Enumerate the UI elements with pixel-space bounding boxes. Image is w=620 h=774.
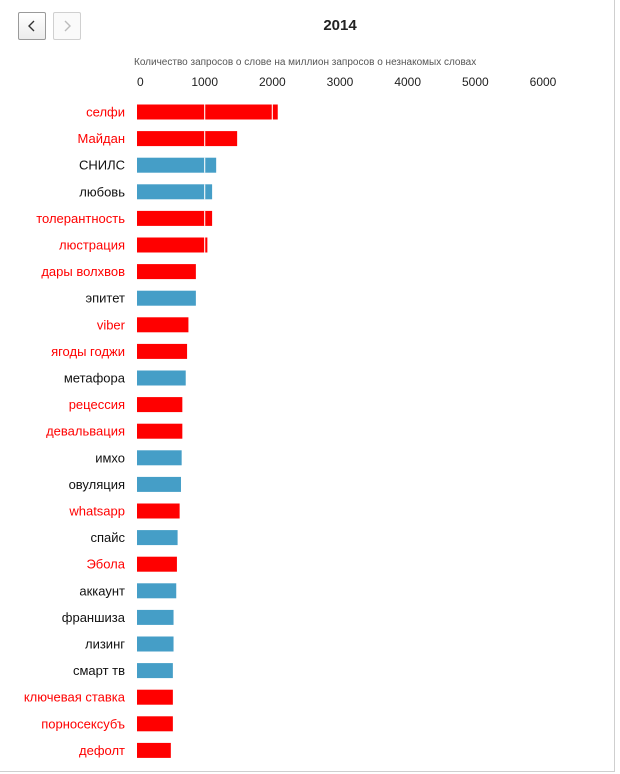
- next-year-button[interactable]: [53, 12, 81, 40]
- category-label: whatsapp: [68, 504, 125, 519]
- category-label: люстрация: [59, 238, 125, 253]
- bar: [137, 131, 238, 147]
- category-label: имхо: [95, 450, 125, 465]
- category-label: эпитет: [86, 291, 126, 306]
- bar: [137, 450, 182, 466]
- axis-title: Количество запросов о слове на миллион з…: [134, 57, 476, 68]
- bar: [137, 157, 217, 173]
- bar: [137, 237, 208, 253]
- bar: [137, 689, 173, 705]
- bar: [137, 370, 186, 386]
- bar: [137, 742, 171, 758]
- category-label: Майдан: [78, 131, 125, 146]
- year-title: 2014: [323, 17, 357, 34]
- category-label: франшиза: [62, 610, 126, 625]
- category-label: дары волхвов: [41, 264, 125, 279]
- bar: [137, 423, 183, 439]
- category-label: viber: [97, 317, 126, 332]
- bar: [137, 317, 189, 333]
- bar: [137, 609, 174, 625]
- category-label: селфи: [86, 105, 125, 120]
- category-label: порносексубъ: [41, 716, 125, 731]
- category-label: аккаунт: [79, 583, 125, 598]
- bar: [137, 397, 183, 413]
- x-tick-label: 1000: [191, 75, 218, 89]
- bar: [137, 476, 181, 492]
- x-tick-label: 5000: [462, 75, 489, 89]
- category-label: девальвация: [46, 424, 125, 439]
- x-tick-label: 4000: [394, 75, 421, 89]
- bar: [137, 663, 173, 679]
- bar: [137, 290, 196, 306]
- category-label: дефолт: [79, 743, 125, 758]
- bar: [137, 583, 177, 599]
- category-label: овуляция: [69, 477, 125, 492]
- previous-year-button[interactable]: [18, 12, 46, 40]
- bar: [137, 636, 174, 652]
- bar: [137, 556, 177, 572]
- bar: [137, 264, 196, 280]
- category-label: ягоды годжи: [51, 344, 125, 359]
- bar: [137, 184, 213, 200]
- chevron-right-icon: [64, 20, 71, 32]
- bar: [137, 104, 278, 120]
- category-label: Эбола: [86, 557, 125, 572]
- x-tick-label: 6000: [530, 75, 557, 89]
- category-label: рецессия: [69, 397, 125, 412]
- category-label: любовь: [79, 184, 125, 199]
- bar: [137, 343, 188, 359]
- category-label: лизинг: [85, 637, 125, 652]
- category-label: СНИЛС: [79, 158, 125, 173]
- bar: [137, 530, 178, 546]
- chevron-left-icon: [28, 20, 35, 32]
- x-tick-label: 2000: [259, 75, 286, 89]
- category-label: метафора: [64, 371, 126, 386]
- category-label: ключевая ставка: [24, 690, 126, 705]
- category-label: смарт тв: [73, 663, 125, 678]
- bar: [137, 503, 180, 519]
- x-tick-label: 0: [137, 75, 144, 89]
- category-label: толерантность: [36, 211, 125, 226]
- bar: [137, 716, 173, 732]
- x-tick-label: 3000: [327, 75, 354, 89]
- bar: [137, 210, 213, 226]
- category-label: спайс: [90, 530, 125, 545]
